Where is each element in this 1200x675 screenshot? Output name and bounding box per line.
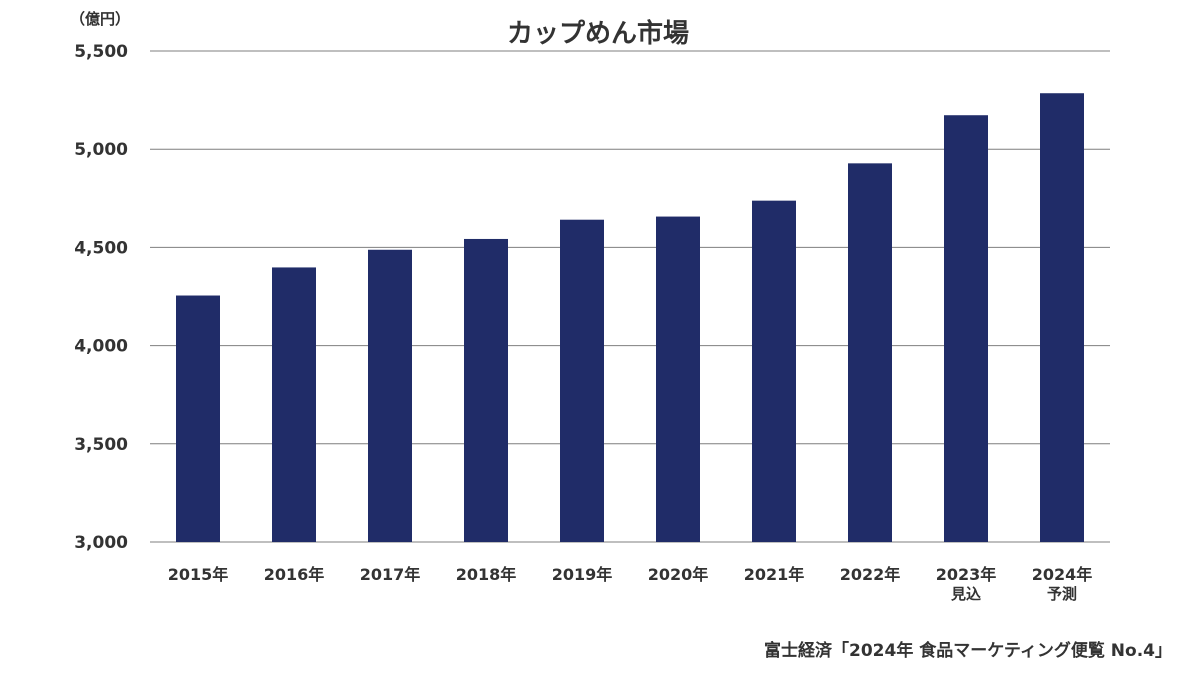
bar	[560, 219, 604, 543]
bar	[656, 216, 700, 543]
x-tick-label: 2015年	[168, 565, 229, 584]
source-note: 富士経済「2024年 食品マーケティング便覧 No.4」	[764, 641, 1172, 661]
x-tick-sublabel: 見込	[950, 585, 981, 603]
y-tick-label: 5,000	[74, 140, 128, 160]
bar	[1040, 93, 1084, 542]
x-tick-label: 2021年	[744, 565, 805, 584]
y-tick-label: 4,000	[74, 337, 128, 357]
x-tick-sublabel: 予測	[1047, 585, 1077, 603]
x-tick-label: 2024年	[1032, 565, 1093, 584]
bar	[464, 238, 508, 542]
x-tick-label: 2016年	[264, 565, 325, 584]
x-tick-label: 2019年	[552, 565, 613, 584]
bar	[848, 163, 892, 542]
y-tick-label: 3,000	[74, 533, 128, 553]
y-tick-label: 3,500	[74, 435, 128, 455]
bars	[176, 93, 1084, 543]
bar	[944, 115, 988, 542]
bar	[368, 249, 412, 542]
bar	[272, 267, 316, 542]
y-axis-ticks: 3,000 3,500 4,000 4,500 5,000 5,500	[74, 42, 128, 553]
x-tick-label: 2020年	[648, 565, 709, 584]
y-tick-label: 4,500	[74, 238, 128, 258]
x-axis-ticks: 2015年 2016年 2017年 2018年 2019年 2020年 2021年 2022年…	[168, 565, 1093, 603]
bar	[752, 200, 796, 542]
chart-title: カップめん市場	[507, 18, 689, 49]
x-tick-label: 2017年	[360, 565, 421, 584]
x-tick-label: 2022年	[840, 565, 901, 584]
bar	[176, 295, 220, 542]
y-tick-label: 5,500	[74, 42, 128, 62]
x-tick-label: 2018年	[456, 565, 517, 584]
y-axis-unit-label: （億円）	[70, 10, 130, 28]
x-tick-label: 2023年	[936, 565, 997, 584]
